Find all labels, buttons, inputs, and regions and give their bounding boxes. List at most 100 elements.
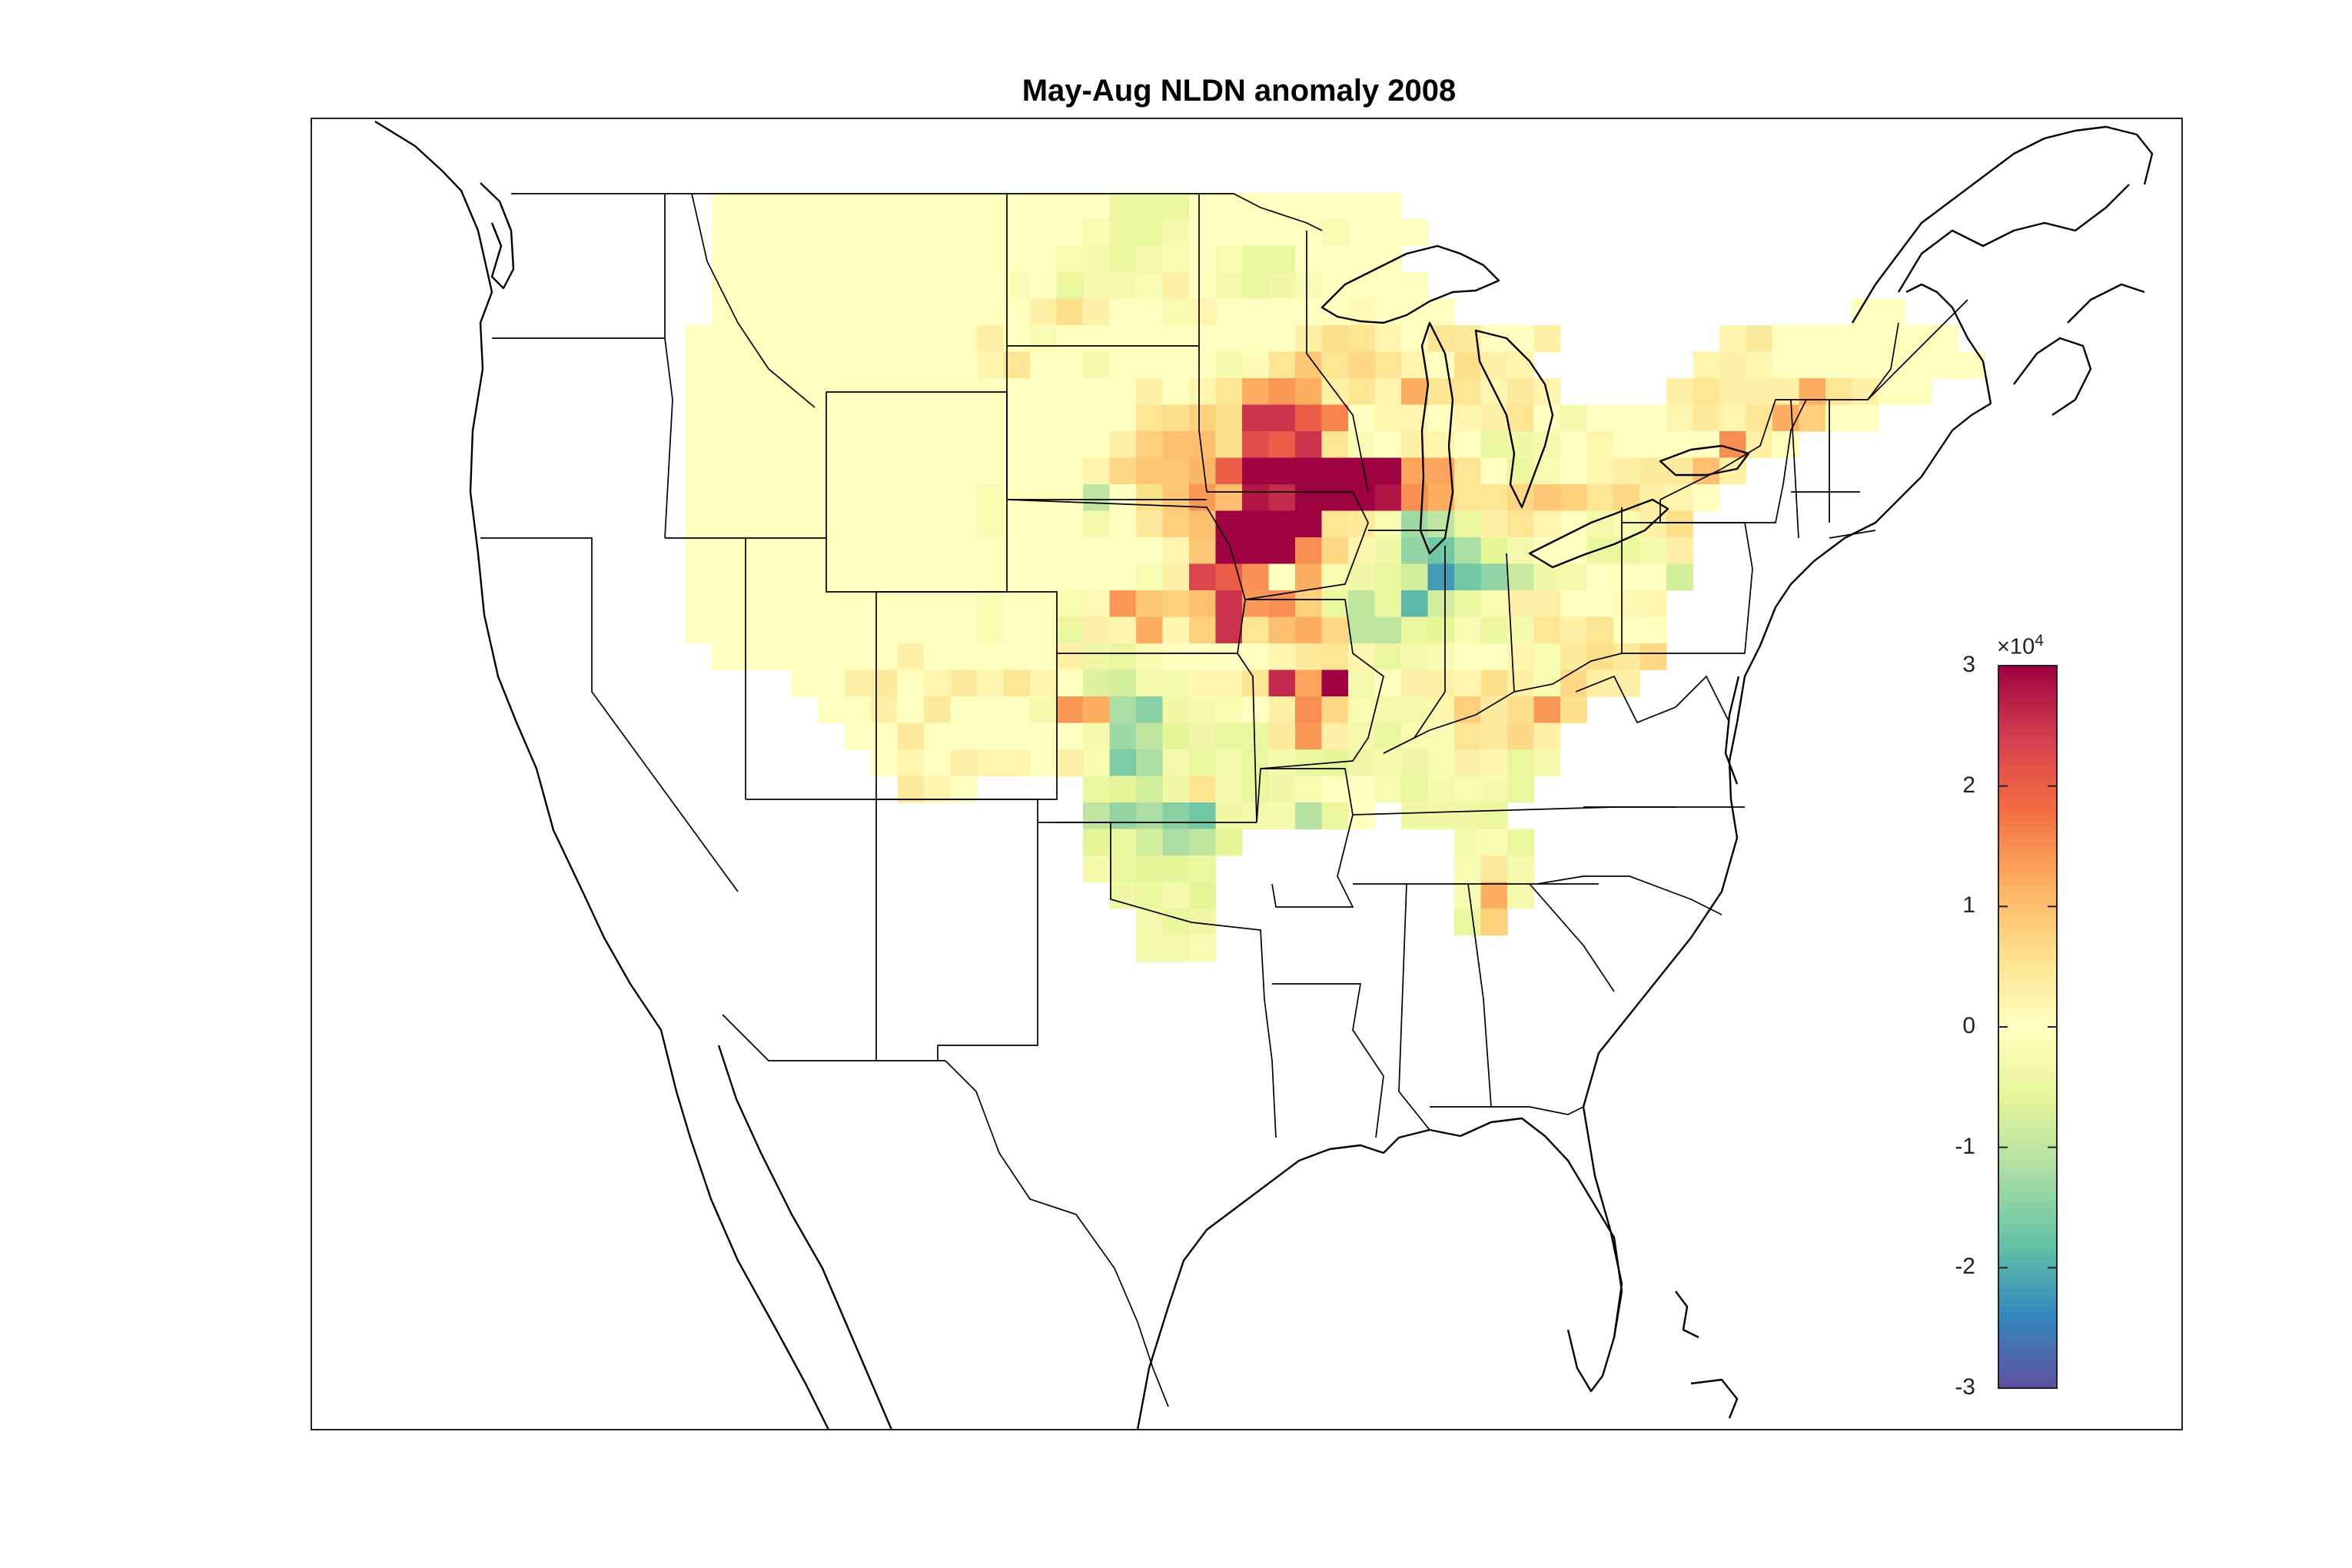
- grid-cell: [1560, 537, 1588, 565]
- or-id-border: [664, 337, 673, 539]
- grid-cell: [950, 272, 978, 300]
- grid-cell: [1030, 563, 1058, 591]
- bahamas: [1675, 1291, 1699, 1339]
- grid-cell: [1215, 749, 1243, 777]
- grid-cell: [1799, 325, 1826, 353]
- grid-cell: [1189, 749, 1217, 777]
- grid-cell: [977, 484, 1005, 512]
- grid-cell: [1401, 749, 1429, 777]
- grid-cell: [1295, 749, 1323, 777]
- grid-cell: [1083, 723, 1111, 750]
- grid-cell: [1533, 404, 1561, 432]
- grid-cell: [685, 431, 713, 459]
- grid-cell: [924, 325, 952, 353]
- grid-cell: [1109, 537, 1137, 565]
- grid-cell: [1295, 776, 1323, 803]
- grid-cell: [1056, 643, 1084, 671]
- grid-cell: [1056, 669, 1084, 697]
- grid-cell: [1533, 510, 1561, 538]
- grid-cell: [924, 219, 952, 247]
- grid-cell: [1215, 669, 1243, 697]
- lake-michigan: [1419, 321, 1454, 555]
- grid-cell: [765, 431, 792, 459]
- grid-cell: [1321, 723, 1349, 750]
- baja-east-coast: [717, 1045, 893, 1430]
- grid-cell: [1401, 590, 1429, 618]
- grid-cell: [1268, 563, 1296, 591]
- grid-cell: [1719, 325, 1747, 353]
- grid-cell: [1348, 510, 1376, 538]
- grid-cell: [1374, 616, 1402, 644]
- grid-cell: [712, 563, 739, 591]
- grid-cell: [950, 245, 978, 273]
- grid-cell: [1189, 404, 1217, 432]
- grid-cell: [1613, 563, 1641, 591]
- grid-cell: [1480, 431, 1508, 459]
- colorbar-multiplier: ×104: [1997, 632, 2044, 660]
- colorbar-tick-label: -3: [1955, 1374, 1975, 1400]
- grid-cell: [1003, 272, 1031, 300]
- grid-cell: [1719, 404, 1747, 432]
- grid-cell: [1454, 537, 1482, 565]
- grid-cell: [1374, 749, 1402, 777]
- grid-cell: [1374, 431, 1402, 459]
- grid-cell: [1799, 378, 1826, 406]
- grid-cell: [1560, 457, 1588, 485]
- grid-cell: [1056, 457, 1084, 485]
- grid-cell: [1507, 404, 1535, 432]
- grid-cell: [924, 749, 952, 777]
- grid-cell: [1480, 749, 1508, 777]
- ny-outline: [1659, 399, 1807, 523]
- grid-cell: [1348, 192, 1376, 220]
- grid-cell: [1056, 219, 1084, 247]
- grid-cell: [897, 351, 925, 379]
- grid-cell: [871, 510, 899, 538]
- grid-cell: [1507, 378, 1535, 406]
- grid-cell: [1321, 351, 1349, 379]
- colorbar-tick-label: 1: [1962, 892, 1975, 919]
- grid-cell: [1507, 882, 1535, 909]
- grid-cell: [1374, 776, 1402, 803]
- grid-cell: [1136, 749, 1164, 777]
- grid-cell: [924, 272, 952, 300]
- grid-cell: [765, 510, 792, 538]
- grid-cell: [1507, 669, 1535, 697]
- grid-cell: [1427, 510, 1455, 538]
- grid-cell: [765, 298, 792, 326]
- grid-cell: [977, 643, 1005, 671]
- grid-cell: [1586, 457, 1614, 485]
- grid-cell: [924, 590, 952, 618]
- grid-cell: [1321, 484, 1349, 512]
- grid-cell: [712, 404, 739, 432]
- grid-cell: [1586, 590, 1614, 618]
- colorbar-tick-label: -1: [1955, 1133, 1975, 1159]
- grid-cell: [712, 325, 739, 353]
- grid-cell: [1507, 537, 1535, 565]
- grid-cell: [1374, 537, 1402, 565]
- grid-cell: [844, 723, 872, 750]
- grid-cell: [765, 192, 792, 220]
- grid-cell: [1427, 563, 1455, 591]
- grid-cell: [1056, 723, 1084, 750]
- grid-cell: [1639, 484, 1667, 512]
- grid-cell: [1295, 431, 1323, 459]
- grid-cell: [1480, 829, 1508, 856]
- axes-frame: [311, 118, 2183, 1430]
- grid-cell: [1321, 510, 1349, 538]
- grid-cell: [871, 431, 899, 459]
- grid-cell: [1030, 537, 1058, 565]
- grid-cell: [924, 298, 952, 326]
- new-england-coastline: [1905, 283, 1992, 404]
- grid-cell: [818, 404, 845, 432]
- grid-cell: [1958, 351, 1985, 379]
- grid-cell: [1427, 669, 1455, 697]
- grid-cell: [844, 510, 872, 538]
- grid-cell: [1162, 616, 1190, 644]
- grid-cell: [1215, 325, 1243, 353]
- grid-cell: [1693, 484, 1720, 512]
- grid-cell: [1109, 457, 1137, 485]
- grid-cell: [897, 245, 925, 273]
- grid-cell: [1401, 484, 1429, 512]
- grid-cell: [1348, 643, 1376, 671]
- grid-cell: [712, 378, 739, 406]
